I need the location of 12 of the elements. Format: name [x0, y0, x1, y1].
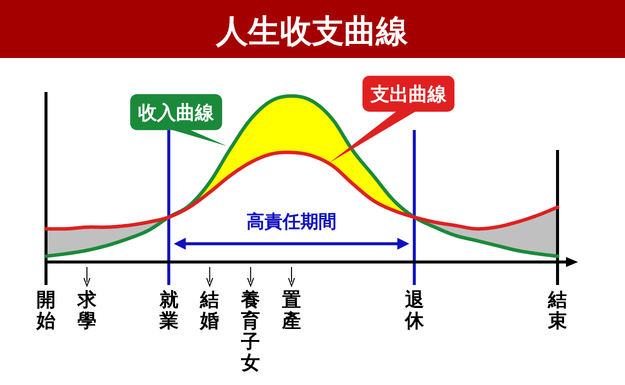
x-tick-label: 退休: [404, 289, 425, 332]
x-tick-label: 就業: [158, 289, 178, 332]
chart-title: 人生收支曲線: [215, 12, 409, 50]
x-tick-label: 結婚: [199, 289, 220, 332]
series-label: 收入曲線: [138, 102, 216, 124]
title: 人生收支曲線: [0, 0, 625, 58]
x-tick-label: 養育子女: [240, 289, 260, 374]
x-tick-label: 求學: [76, 289, 98, 332]
annotation: 高責任期間: [246, 212, 337, 233]
x-tick-label: 開始: [36, 289, 56, 332]
x-tick-label: 置產: [281, 289, 302, 332]
x-tick-label: 結束: [547, 289, 568, 332]
